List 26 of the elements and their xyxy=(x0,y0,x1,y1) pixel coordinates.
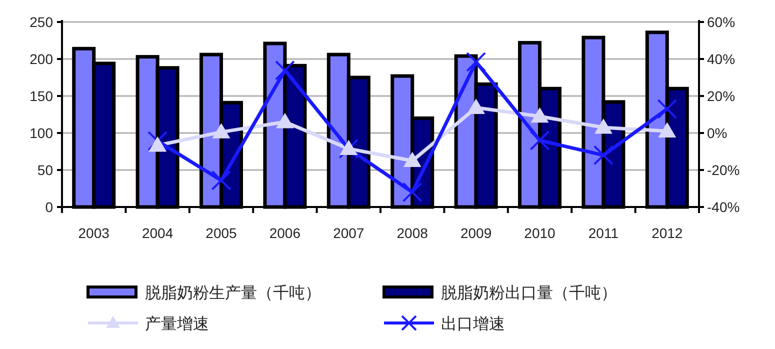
x-tick-label: 2008 xyxy=(396,225,428,241)
y2-tick-label: -40% xyxy=(707,199,740,215)
y2-tick-label: 60% xyxy=(707,14,736,30)
x-tick-label: 2004 xyxy=(142,225,174,241)
legend-label: 脱脂奶粉生产量（千吨） xyxy=(145,284,321,302)
y-tick-label: 200 xyxy=(30,51,54,67)
legend-label: 出口增速 xyxy=(441,315,505,333)
y2-tick-label: 0% xyxy=(707,125,728,141)
legend-label: 产量增速 xyxy=(145,315,209,333)
y-tick-label: 50 xyxy=(37,162,54,178)
x-tick-label: 2010 xyxy=(524,225,556,241)
x-tick-label: 2007 xyxy=(333,225,364,241)
x-tick-label: 2005 xyxy=(206,225,238,241)
x-tick-label: 2009 xyxy=(460,225,492,241)
y-tick-label: 250 xyxy=(30,14,54,30)
y2-tick-label: 20% xyxy=(707,88,736,104)
x-tick-label: 2006 xyxy=(269,225,301,241)
y-tick-label: 0 xyxy=(45,199,54,215)
x-tick-label: 2012 xyxy=(652,225,683,241)
x-tick-label: 2011 xyxy=(588,225,619,241)
legend-label: 脱脂奶粉出口量（千吨） xyxy=(441,284,617,302)
y-tick-label: 150 xyxy=(30,88,54,104)
y-tick-label: 100 xyxy=(30,125,54,141)
x-tick-label: 2003 xyxy=(78,225,110,241)
y2-tick-label: -20% xyxy=(707,162,740,178)
y2-tick-label: 40% xyxy=(707,51,736,67)
